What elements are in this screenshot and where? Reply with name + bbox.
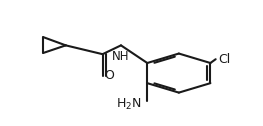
Text: NH: NH bbox=[112, 50, 130, 63]
Text: O: O bbox=[104, 69, 114, 82]
Text: Cl: Cl bbox=[219, 53, 231, 66]
Text: H$_2$N: H$_2$N bbox=[116, 97, 142, 112]
